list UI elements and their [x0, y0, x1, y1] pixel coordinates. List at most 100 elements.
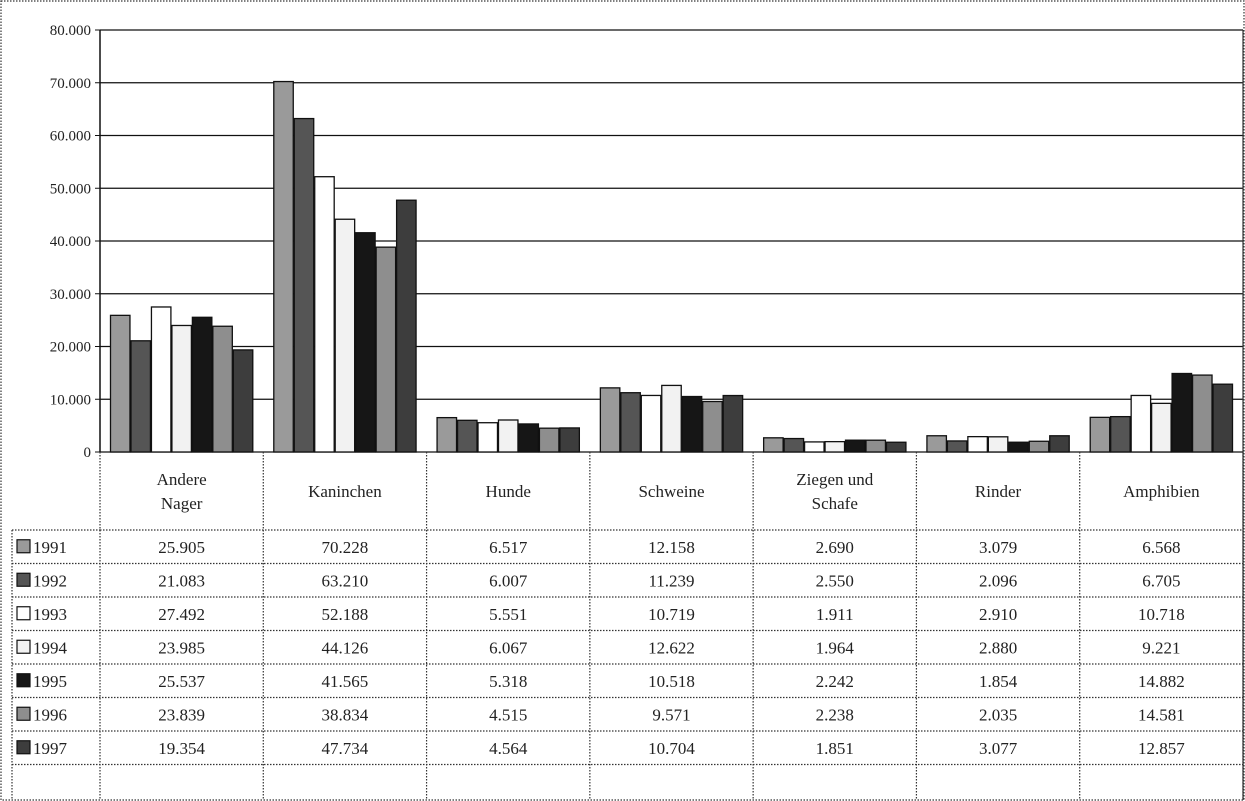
bar: [661, 384, 682, 453]
legend-year-label: 1993: [33, 605, 67, 624]
bar: [497, 419, 519, 453]
bar: [1028, 440, 1050, 453]
bar: [762, 437, 784, 453]
category-label: Amphibien: [1123, 482, 1200, 501]
bar: [702, 400, 723, 453]
y-tick-label: 0: [84, 445, 92, 461]
bar: [171, 324, 193, 453]
table-cell-value: 2.880: [979, 638, 1017, 657]
category-label: Schweine: [638, 482, 704, 501]
legend-year-label: 1995: [33, 672, 67, 691]
bar: [477, 422, 499, 453]
table-cell-value: 10.718: [1138, 605, 1185, 624]
table-cell-value: 23.839: [158, 705, 205, 724]
y-tick-label: 20.000: [50, 340, 91, 356]
bar: [395, 199, 417, 453]
bar: [640, 394, 662, 453]
table-cell-value: 63.210: [322, 571, 369, 590]
table-cell-value: 2.690: [816, 538, 854, 557]
legend-year-label: 1994: [33, 638, 68, 657]
bar: [355, 232, 376, 453]
bar: [803, 441, 825, 453]
bar: [1130, 394, 1152, 453]
table-cell-value: 38.834: [322, 705, 369, 724]
table-cell-value: 2.096: [979, 571, 1017, 590]
bar: [824, 440, 846, 453]
bar: [620, 392, 641, 453]
bar: [191, 316, 213, 453]
bar: [1049, 435, 1070, 453]
table-cell-value: 6.067: [489, 638, 528, 657]
category-label: Rinder: [975, 482, 1022, 501]
category-label: Nager: [161, 494, 203, 513]
table-cell-value: 5.551: [489, 605, 527, 624]
table-cell-value: 14.882: [1138, 672, 1185, 691]
table-cell-value: 1.851: [816, 739, 854, 758]
table-cell-value: 4.564: [489, 739, 528, 758]
y-tick-label: 10.000: [50, 392, 91, 408]
table-cell-value: 23.985: [158, 638, 205, 657]
legend-swatch: [16, 673, 31, 688]
bar: [559, 427, 581, 453]
bar: [783, 437, 805, 453]
category-label: Kaninchen: [308, 482, 382, 501]
legend-year-label: 1996: [33, 705, 67, 724]
bar: [130, 340, 152, 453]
legend-swatch: [16, 606, 31, 621]
table-cell-value: 10.719: [648, 605, 695, 624]
category-label: Hunde: [486, 482, 531, 501]
table-cell-value: 9.221: [1142, 638, 1180, 657]
bar: [518, 423, 540, 453]
table-cell-value: 5.318: [489, 672, 527, 691]
bar: [844, 439, 866, 453]
bar: [599, 387, 621, 453]
table-cell-value: 2.550: [816, 571, 854, 590]
table-cell-value: 11.239: [648, 571, 694, 590]
table-cell-value: 3.079: [979, 538, 1017, 557]
legend-swatch: [16, 740, 31, 755]
legend-year-label: 1997: [33, 739, 68, 758]
bar: [375, 246, 397, 453]
bar: [212, 325, 233, 453]
table-cell-value: 21.083: [158, 571, 205, 590]
y-tick-label: 70.000: [50, 76, 91, 92]
table-cell-value: 44.126: [322, 638, 369, 657]
table-cell-value: 12.857: [1138, 739, 1185, 758]
table-cell-value: 10.704: [648, 739, 695, 758]
table-cell-value: 2.035: [979, 705, 1017, 724]
bar: [538, 427, 560, 453]
bar: [681, 395, 703, 453]
table-cell-value: 1.854: [979, 672, 1018, 691]
bar: [967, 435, 988, 453]
bar: [293, 117, 315, 453]
y-tick-label: 50.000: [50, 181, 91, 197]
table-cell-value: 2.242: [816, 672, 854, 691]
table-cell-value: 14.581: [1138, 705, 1185, 724]
y-tick-label: 80.000: [50, 23, 91, 39]
category-label: Ziegen und: [796, 470, 873, 489]
table-cell-value: 19.354: [158, 739, 205, 758]
table-cell-value: 25.537: [158, 672, 205, 691]
bar: [1008, 441, 1029, 453]
table-cell-value: 12.158: [648, 538, 695, 557]
bar: [885, 441, 907, 453]
bar: [1089, 416, 1111, 453]
table-cell-value: 4.515: [489, 705, 527, 724]
bar: [946, 440, 968, 453]
table-cell-value: 47.734: [322, 739, 369, 758]
y-tick-label: 30.000: [50, 287, 91, 303]
legend-swatch: [16, 572, 31, 587]
bar: [1171, 372, 1193, 453]
table-cell-value: 2.910: [979, 605, 1017, 624]
legend-swatch: [16, 539, 31, 554]
category-label: Andere: [157, 470, 207, 489]
legend-year-label: 1992: [33, 571, 67, 590]
bar: [109, 314, 131, 453]
bar: [1191, 374, 1213, 453]
table-cell-value: 9.571: [652, 705, 690, 724]
table-cell-value: 6.007: [489, 571, 528, 590]
table-cell-value: 12.622: [648, 638, 695, 657]
